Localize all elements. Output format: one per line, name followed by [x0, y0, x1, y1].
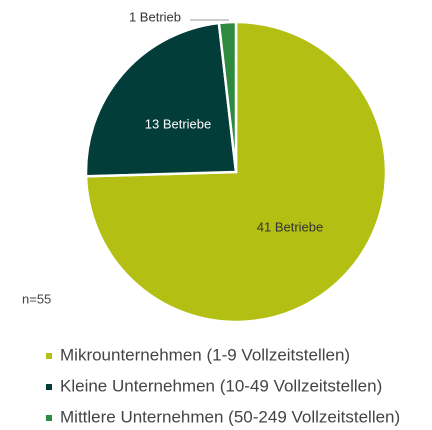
legend-marker — [46, 384, 52, 390]
data-label: 1 Betrieb — [129, 9, 181, 24]
annotation: n=55 — [22, 291, 51, 306]
data-label: 13 Betriebe — [145, 116, 212, 131]
legend-label: Kleine Unternehmen (10-49 Vollzeitstelle… — [60, 376, 382, 395]
data-label: 41 Betriebe — [257, 219, 324, 234]
pie-slice — [84, 21, 238, 178]
legend-marker — [46, 353, 52, 359]
legend-label: Mikrounternehmen (1-9 Vollzeitstellen) — [60, 345, 350, 364]
legend-marker — [46, 415, 52, 421]
legend-label: Mittlere Unternehmen (50-249 Vollzeitste… — [60, 407, 400, 426]
pie-slice — [217, 20, 238, 173]
